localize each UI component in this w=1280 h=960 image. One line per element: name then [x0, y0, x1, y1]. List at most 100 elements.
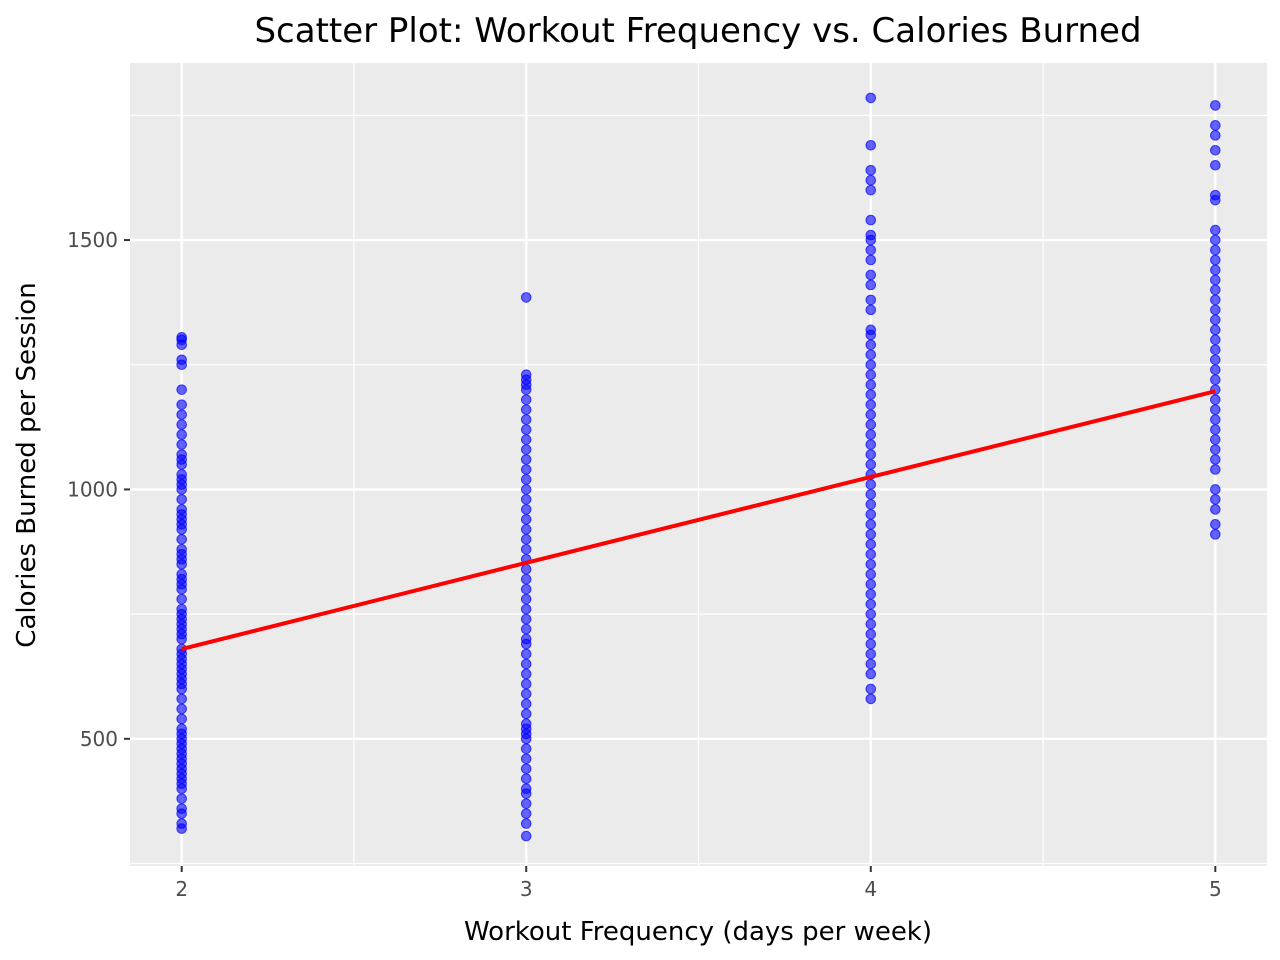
- data-point: [520, 414, 532, 425]
- data-point: [520, 708, 532, 720]
- data-point: [865, 568, 877, 580]
- data-point: [865, 459, 877, 470]
- data-point: [520, 658, 532, 670]
- data-point: [865, 509, 877, 520]
- y-axis-ticks: 500 1000 1500: [67, 228, 130, 751]
- data-point: [865, 529, 877, 540]
- data-point: [865, 294, 877, 306]
- data-point: [865, 519, 877, 530]
- data-point: [1210, 414, 1221, 425]
- data-point: [176, 419, 187, 430]
- data-point: [520, 494, 532, 505]
- data-point: [520, 524, 532, 535]
- data-point: [520, 534, 532, 545]
- data-point: [1210, 394, 1221, 405]
- data-point: [1210, 354, 1221, 366]
- data-point: [865, 139, 877, 151]
- data-point: [865, 479, 877, 490]
- data-point: [865, 164, 877, 176]
- data-point: [1210, 519, 1221, 530]
- data-point: [520, 454, 532, 465]
- data-point: [520, 808, 532, 819]
- data-point: [176, 803, 187, 814]
- data-point: [520, 593, 532, 605]
- data-point: [865, 489, 877, 500]
- data-point: [865, 539, 877, 550]
- data-point: [520, 603, 532, 615]
- data-point: [176, 703, 187, 715]
- data-point: [520, 763, 532, 775]
- data-point: [176, 494, 187, 505]
- data-point: [865, 598, 877, 610]
- data-point: [1210, 404, 1221, 415]
- data-point: [1210, 434, 1221, 445]
- data-point: [176, 439, 187, 450]
- data-point: [865, 558, 877, 570]
- trend-line: [181, 389, 1216, 651]
- data-point: [520, 633, 532, 645]
- data-point: [520, 474, 532, 485]
- data-point: [1210, 120, 1221, 131]
- data-point: [520, 543, 532, 555]
- data-point: [1210, 484, 1221, 495]
- x-tick-label: 4: [864, 877, 877, 901]
- data-point: [865, 499, 877, 510]
- data-point: [176, 504, 187, 515]
- x-axis-ticks: 2 3 4 5: [175, 866, 1222, 901]
- data-point: [865, 658, 877, 670]
- data-point: [865, 244, 877, 256]
- data-point: [1210, 304, 1221, 316]
- data-point: [176, 332, 187, 343]
- data-point: [176, 354, 187, 366]
- data-point: [520, 623, 532, 635]
- data-point: [865, 324, 877, 336]
- y-tick-label: 1500: [67, 228, 118, 252]
- data-point: [865, 389, 877, 400]
- data-point: [176, 543, 187, 555]
- data-point: [1210, 464, 1221, 475]
- data-point: [1210, 494, 1221, 505]
- data-point: [865, 359, 877, 371]
- data-point: [520, 668, 532, 680]
- data-point: [520, 698, 532, 710]
- data-point: [520, 292, 532, 303]
- data-point: [520, 434, 532, 445]
- data-point: [865, 279, 877, 291]
- data-point: [865, 638, 877, 650]
- data-point: [520, 718, 532, 730]
- data-point: [1210, 324, 1221, 336]
- data-point: [865, 214, 877, 226]
- data-point: [1210, 454, 1221, 465]
- data-point: [1210, 374, 1221, 386]
- x-tick-label: 2: [175, 877, 188, 901]
- data-point: [176, 469, 187, 480]
- x-tick-label: 5: [1209, 877, 1222, 901]
- data-point: [865, 92, 877, 104]
- data-point: [520, 648, 532, 660]
- data-point: [176, 534, 187, 545]
- data-point: [176, 429, 187, 440]
- data-point: [865, 229, 877, 241]
- data-point: [176, 568, 187, 580]
- x-tick-label: 3: [520, 877, 533, 901]
- data-point: [865, 578, 877, 590]
- data-point: [865, 409, 877, 420]
- data-point: [1210, 224, 1221, 236]
- minor-gridlines: [130, 63, 1267, 866]
- data-point: [1210, 100, 1221, 111]
- data-point: [520, 688, 532, 700]
- data-point: [865, 683, 877, 695]
- data-point: [520, 404, 532, 415]
- data-point: [520, 394, 532, 405]
- data-point: [1210, 254, 1221, 266]
- data-point: [865, 349, 877, 361]
- data-point: [865, 379, 877, 390]
- data-point: [1210, 234, 1221, 246]
- data-point: [1210, 504, 1221, 515]
- data-point: [865, 449, 877, 460]
- data-point: [1210, 344, 1221, 356]
- data-point: [176, 593, 187, 605]
- y-tick-label: 1000: [67, 477, 118, 501]
- data-point: [865, 184, 877, 196]
